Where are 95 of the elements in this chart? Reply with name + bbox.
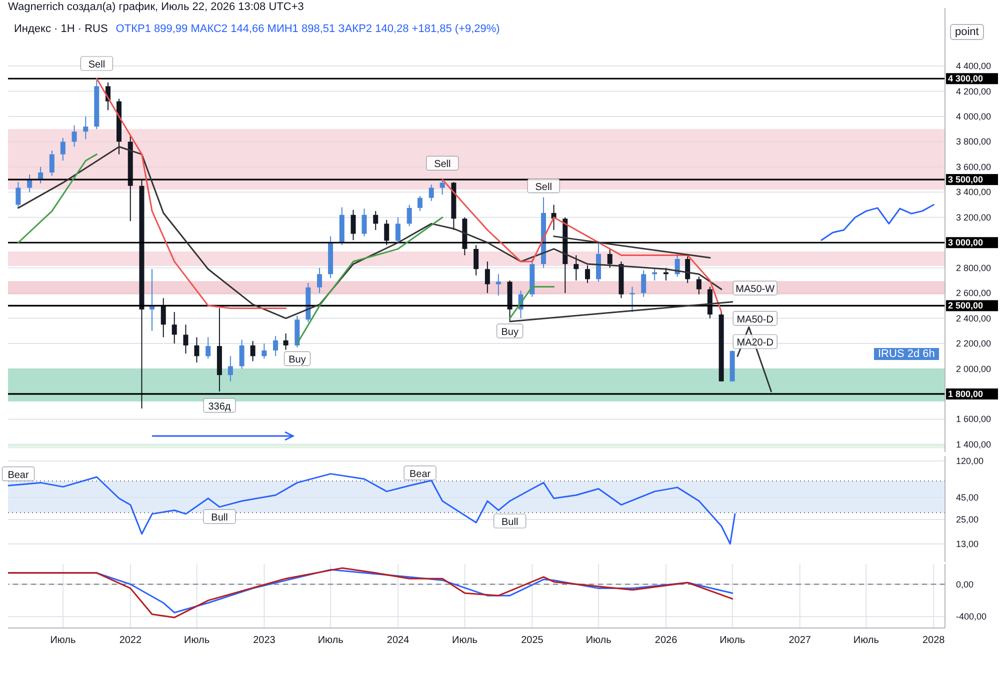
candlestick bbox=[273, 335, 278, 357]
text: ОТКР1 899,99 МАКС2 144,66 МИН1 898,51 ЗАКР2 140,28 +181,85 (+9,29%) bbox=[116, 23, 500, 35]
text: Индекс · 1Н · RUS bbox=[14, 23, 108, 35]
candlestick bbox=[183, 324, 188, 354]
x-tick-label: 2026 bbox=[654, 635, 678, 646]
y-tick-label: 45,00 bbox=[956, 492, 979, 503]
candlestick bbox=[250, 340, 256, 362]
candlestick bbox=[484, 261, 490, 294]
annotation: Bear bbox=[8, 470, 30, 481]
candlestick bbox=[228, 356, 233, 382]
y-tick-label: 3 200,00 bbox=[956, 212, 992, 222]
x-tick-label: 2027 bbox=[788, 635, 812, 646]
line-series bbox=[820, 204, 934, 241]
text: point bbox=[950, 24, 984, 40]
candlestick bbox=[474, 244, 479, 276]
annotation: Bull bbox=[211, 512, 228, 524]
candlestick bbox=[395, 216, 400, 244]
x-tick-label: 2025 bbox=[521, 635, 544, 646]
annotation: 336д bbox=[208, 401, 231, 412]
x-tick-label: 2023 bbox=[253, 635, 276, 646]
candlestick bbox=[406, 204, 412, 227]
x-tick-label: Июль bbox=[586, 635, 612, 646]
y-tick-label: 2 800,00 bbox=[956, 262, 992, 273]
ref-line-label: 1 800,00 bbox=[948, 388, 984, 399]
candlestick bbox=[72, 124, 77, 148]
x-tick-label: 2028 bbox=[922, 635, 946, 646]
x-tick-label: Июль bbox=[853, 635, 879, 646]
candlestick bbox=[172, 311, 177, 344]
y-tick-label: 2 600,00 bbox=[956, 288, 992, 298]
ref-line-label: 2 500,00 bbox=[948, 300, 984, 311]
candlestick bbox=[49, 150, 54, 176]
ref-line-label: 3 000,00 bbox=[948, 238, 984, 248]
annotation: Sell bbox=[88, 60, 106, 70]
candlestick bbox=[428, 184, 434, 202]
x-tick-label: 2022 bbox=[119, 635, 142, 646]
y-tick-label: 120,00 bbox=[956, 456, 984, 466]
annotation: MA20-D bbox=[736, 338, 774, 349]
annotation: Sell bbox=[434, 159, 451, 170]
candlestick bbox=[16, 182, 21, 208]
annotation: Buy bbox=[288, 354, 306, 366]
y-tick-label: 3 800,00 bbox=[956, 136, 992, 147]
ref-line-label: 3 500,00 bbox=[948, 174, 984, 185]
x-tick-label: Июль bbox=[184, 635, 210, 646]
x-tick-label: Июль bbox=[452, 635, 478, 646]
x-tick-label: Июль bbox=[50, 635, 76, 646]
x-tick-label: Июль bbox=[318, 635, 344, 646]
candlestick bbox=[283, 332, 288, 350]
y-tick-label: 4 200,00 bbox=[956, 86, 992, 96]
y-tick-label: 13,00 bbox=[956, 538, 979, 549]
candlestick bbox=[384, 219, 390, 246]
candlestick bbox=[239, 339, 244, 370]
y-tick-label: 3 600,00 bbox=[956, 162, 992, 172]
annotation: Buy bbox=[501, 326, 518, 338]
y-tick-label: -400,00 bbox=[956, 612, 987, 622]
y-tick-label: 1 400,00 bbox=[956, 439, 992, 450]
y-tick-label: 4 000,00 bbox=[956, 111, 992, 122]
annotation: IRUS 2d 6h bbox=[874, 348, 939, 360]
y-tick-label: 1 600,00 bbox=[956, 414, 992, 424]
annotation: MA50-D bbox=[736, 314, 774, 326]
candlestick bbox=[607, 248, 612, 268]
candlestick bbox=[362, 208, 367, 237]
candlestick bbox=[160, 298, 166, 338]
annotation: Wagnerrich создал(а) график, Июль 22, 2026 13:08 UTC+3 bbox=[8, 1, 304, 13]
candlestick bbox=[641, 270, 646, 298]
candlestick bbox=[350, 209, 356, 241]
y-tick-label: 3 400,00 bbox=[956, 187, 992, 198]
y-tick-label: 2 200,00 bbox=[956, 338, 992, 349]
line-series bbox=[18, 146, 722, 320]
candlestick bbox=[630, 286, 635, 312]
annotation: Bear bbox=[409, 468, 432, 480]
candlestick bbox=[60, 137, 66, 162]
candlestick bbox=[206, 336, 211, 360]
candlestick bbox=[496, 274, 501, 296]
y-tick-label: 25,00 bbox=[956, 514, 979, 524]
candlestick bbox=[585, 264, 590, 284]
annotation: MA50-W bbox=[736, 284, 776, 296]
x-tick-label: 2024 bbox=[386, 635, 410, 646]
candlestick bbox=[440, 179, 445, 196]
y-tick-label: 2 400,00 bbox=[956, 313, 992, 324]
candlestick bbox=[685, 256, 690, 284]
x-tick-label: Июль bbox=[720, 635, 746, 646]
annotation: Bull bbox=[502, 517, 518, 528]
candlestick bbox=[262, 343, 267, 360]
candlestick bbox=[194, 336, 200, 363]
candlestick bbox=[696, 276, 702, 295]
y-tick-label: 4 400,00 bbox=[956, 61, 992, 72]
candlestick bbox=[574, 254, 579, 281]
candlestick bbox=[317, 267, 322, 294]
y-tick-label: 2 000,00 bbox=[956, 364, 992, 374]
ref-line-label: 4 300,00 bbox=[948, 74, 984, 84]
candlestick bbox=[373, 210, 378, 230]
annotation: Sell bbox=[535, 182, 552, 193]
candlestick bbox=[417, 195, 422, 212]
candlestick bbox=[83, 116, 88, 140]
y-tick-label: 0,00 bbox=[956, 579, 974, 590]
